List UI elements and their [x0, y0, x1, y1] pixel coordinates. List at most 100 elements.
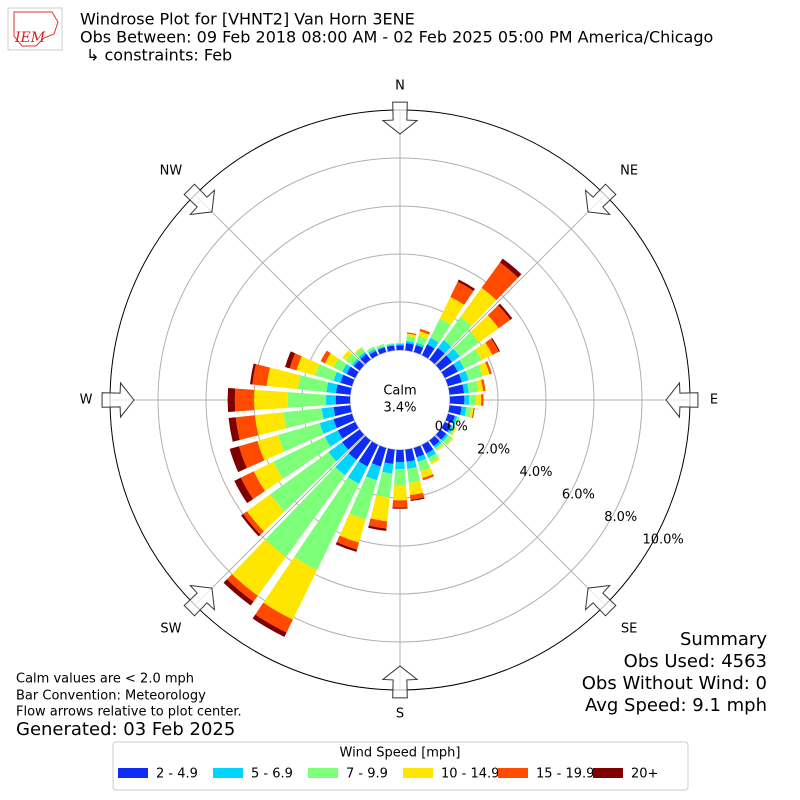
bar-segment [270, 451, 337, 512]
calm-circle [351, 351, 449, 449]
bar-segment [315, 364, 337, 381]
bar-segment [413, 345, 424, 355]
spoke [435, 194, 606, 365]
bar-segment [231, 539, 286, 596]
bar-segment [476, 379, 484, 392]
bar-segment [234, 477, 254, 504]
subtitle: Obs Between: 09 Feb 2018 08:00 AM - 02 F… [80, 28, 713, 47]
bar-segment [450, 281, 474, 305]
note: Bar Convention: Meteorology [16, 689, 206, 704]
bar-segment [392, 485, 408, 501]
note: Calm values are < 2.0 mph [16, 672, 194, 687]
bar-segment [355, 347, 365, 358]
bar-segment [396, 345, 404, 351]
logo-text: IEM [14, 30, 46, 46]
direction-label: NW [160, 163, 183, 178]
bar-segment [273, 436, 331, 479]
bar-segment [392, 500, 408, 508]
bar-segment [392, 507, 408, 509]
bar-segment [454, 416, 460, 426]
logo-frame [7, 7, 63, 51]
bar-segment [460, 287, 497, 327]
bar-segment [326, 382, 338, 394]
bar-segment [266, 367, 301, 390]
summary-title: Summary [680, 629, 767, 650]
bar-segment [263, 556, 318, 620]
bar-segment [415, 342, 425, 348]
bar-segment [354, 346, 363, 354]
bar-segment [345, 353, 358, 365]
bar-segment [449, 426, 456, 435]
bar-segment [320, 350, 331, 364]
legend-label: 5 - 6.9 [251, 767, 293, 782]
direction-label: S [396, 707, 404, 722]
bar-segment [254, 412, 287, 436]
bar-segment [448, 384, 465, 395]
bar-segment [416, 335, 428, 346]
bar-segment [226, 574, 258, 602]
bar-segment [465, 365, 483, 381]
bar-segment [368, 525, 387, 531]
legend-swatch [403, 768, 433, 778]
title: Windrose Plot for [VHNT2] Van Horn 3ENE [80, 10, 415, 29]
bar-segment [346, 366, 359, 379]
bar-segment [377, 346, 385, 350]
bar-segment [252, 614, 287, 637]
bar-segment [476, 394, 482, 406]
bar-segment [386, 344, 395, 347]
r-tick-label: 10.0% [642, 532, 683, 547]
bar-segment [428, 453, 439, 463]
flow-arrow [183, 183, 216, 216]
bar-segment [333, 413, 355, 429]
bar-segment [447, 425, 454, 434]
bar-segment [481, 379, 486, 392]
bar-segment [422, 474, 435, 481]
bar-segment [417, 458, 431, 472]
bar-segment [254, 389, 288, 411]
bar-segment [430, 318, 451, 343]
bar-segment [485, 338, 499, 355]
spoke [194, 194, 365, 365]
bar-segment [499, 258, 522, 278]
legend-swatch [498, 768, 528, 778]
bar-segment [419, 328, 431, 335]
bar-segment [250, 363, 257, 385]
bar-segment [368, 518, 388, 529]
bar-segment [294, 477, 360, 571]
bar-segment [324, 353, 339, 368]
bar-segment [285, 351, 296, 369]
flow-arrow [381, 101, 419, 135]
bar-segment [340, 374, 355, 387]
bar-segment [421, 344, 435, 359]
bar-segment [246, 494, 285, 532]
bar-segment [457, 279, 475, 291]
bar-segment [342, 350, 352, 361]
bar-segment [265, 467, 346, 557]
bar-segment [464, 406, 472, 418]
bar-segment [377, 347, 387, 355]
calm-label: Calm [383, 384, 416, 399]
legend-swatch [213, 768, 243, 778]
direction-label: N [395, 79, 405, 94]
summary-line: Avg Speed: 9.1 mph [585, 695, 767, 716]
bar-segment [429, 435, 440, 447]
r-tick-label: 8.0% [604, 510, 637, 525]
direction-label: SE [621, 622, 637, 637]
bar-segment [324, 430, 343, 447]
legend-label: 7 - 9.9 [346, 767, 388, 782]
bar-segment [337, 421, 359, 439]
flow-arrow [665, 381, 699, 419]
generated: Generated: 03 Feb 2025 [16, 719, 235, 740]
bar-segment [348, 435, 371, 460]
bar-segment [223, 579, 254, 606]
bar-segment [257, 434, 285, 461]
flow-arrow [183, 584, 216, 617]
bar-segment [420, 467, 434, 479]
bar-segment [406, 332, 417, 336]
bar-segment [335, 542, 358, 552]
bar-segment [405, 340, 415, 345]
legend-swatch [308, 768, 338, 778]
bar-segment [365, 463, 381, 481]
bar-segment [287, 392, 327, 408]
bar-segment [238, 440, 265, 469]
